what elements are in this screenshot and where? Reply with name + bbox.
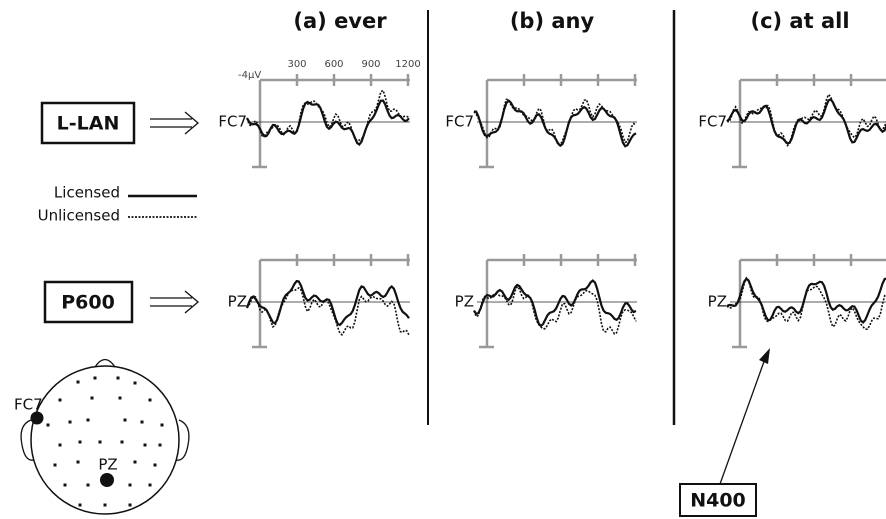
scalp-dot [53, 463, 57, 467]
channel-label: PZ [455, 293, 474, 311]
time-tick-label: 1200 [395, 59, 420, 70]
panel-title: (a) ever [293, 9, 387, 33]
scalp-dot [78, 503, 82, 507]
channel-label: FC7 [218, 113, 247, 131]
scalp-dot [90, 396, 94, 400]
waveform [473, 98, 637, 146]
axis [479, 78, 637, 169]
annotation: N400 [690, 490, 746, 512]
waveform [245, 279, 410, 327]
scalp-dot [78, 440, 82, 444]
scalp-dot [63, 483, 67, 487]
scalp-dot [133, 460, 137, 464]
scalp-dot [128, 503, 132, 507]
annotation-arrow [719, 355, 767, 485]
amplitude-label: -4μV [238, 70, 261, 81]
condition-box [40, 101, 136, 145]
scalp-dot [148, 398, 152, 402]
scalp-dot [93, 376, 97, 380]
scalp-dot [58, 398, 62, 402]
scalp-dot [128, 483, 132, 487]
scalp-dot [120, 440, 124, 444]
scalp-dot [143, 443, 147, 447]
scalp-dot [68, 420, 72, 424]
waveform [726, 98, 886, 145]
electrode-label: FC7 [14, 396, 43, 414]
waveform [246, 89, 410, 142]
arrow [150, 111, 200, 314]
channel-label: PZ [228, 293, 247, 311]
channel-label: FC7 [445, 113, 474, 131]
condition-label: P600 [61, 292, 115, 314]
scalp-dot [76, 460, 80, 464]
scalp-dot [118, 396, 122, 400]
axis [252, 78, 410, 169]
legend-label: Licensed [54, 184, 120, 202]
scalp-dot [148, 483, 152, 487]
scalp-dot [133, 381, 137, 385]
scalp-dot [46, 423, 50, 427]
scalp-dot [116, 376, 120, 380]
electrode-label: PZ [98, 456, 117, 474]
scalp-dot [86, 483, 90, 487]
waveform [726, 276, 886, 331]
condition-box [43, 280, 134, 324]
scalp-dot [103, 503, 107, 507]
scalp-map [20, 358, 190, 515]
waveform [473, 279, 637, 328]
scalp-dot [76, 380, 80, 384]
time-tick-label: 900 [361, 59, 380, 70]
axis [732, 78, 886, 169]
panel-title: (c) at all [750, 9, 849, 33]
scalp-dot [98, 440, 102, 444]
waveform [726, 93, 886, 147]
condition-label: L-LAN [57, 113, 120, 135]
annotation-arrow [759, 348, 770, 364]
axis [732, 258, 886, 349]
scalp-dot [123, 418, 127, 422]
scalp-dot [140, 420, 144, 424]
time-tick-label: 300 [287, 59, 306, 70]
legend-label: Unlicensed [38, 207, 120, 225]
scalp-dot [86, 418, 90, 422]
scalp-dot [153, 463, 157, 467]
scalp-dot [160, 423, 164, 427]
annotation-box [679, 483, 757, 517]
panel-title: (b) any [510, 9, 595, 33]
waveform [473, 99, 637, 148]
waveform [726, 277, 886, 324]
waveform [246, 286, 410, 336]
channel-label: PZ [708, 293, 727, 311]
time-tick-label: 600 [324, 59, 343, 70]
scalp-dot [58, 443, 62, 447]
waveform [246, 99, 410, 147]
channel-label: FC7 [698, 113, 727, 131]
scalp-dot [158, 443, 162, 447]
